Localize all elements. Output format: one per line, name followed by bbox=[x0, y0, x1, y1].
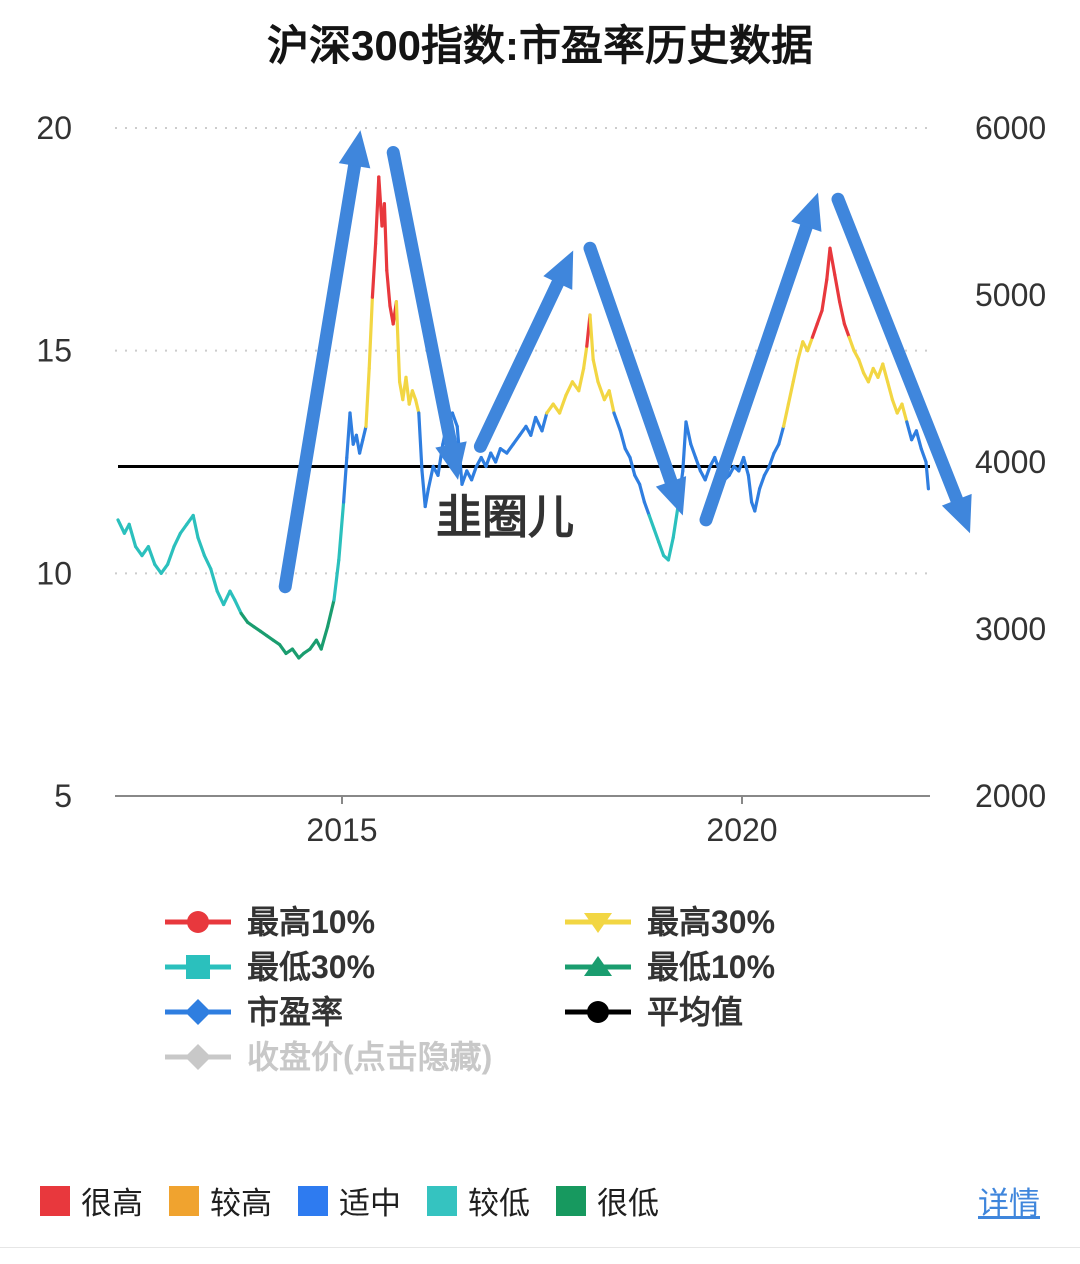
valuation-key-row: 很高 较高 适中 较低 很低 详情 bbox=[0, 1178, 1080, 1223]
legend-item-average[interactable]: 平均值 bbox=[565, 994, 965, 1030]
page-title: 沪深300指数:市盈率历史数据 bbox=[266, 22, 814, 69]
diamond-marker-icon bbox=[165, 999, 231, 1025]
legend-item-highest-10[interactable]: 最高10% bbox=[165, 904, 565, 940]
legend-label: 最高10% bbox=[247, 904, 376, 940]
triangle-down-marker-icon bbox=[565, 913, 631, 933]
axis-label-left: 15 bbox=[36, 333, 72, 369]
trend-arrow-shaft bbox=[831, 192, 964, 507]
legend-label: 市盈率 bbox=[247, 994, 344, 1030]
key-item-very-high: 很高 bbox=[40, 1178, 143, 1223]
key-swatch-icon bbox=[556, 1185, 586, 1216]
trend-arrow-head bbox=[941, 493, 972, 534]
key-item-high: 较高 bbox=[169, 1178, 272, 1223]
detail-link[interactable]: 详情 bbox=[978, 1186, 1040, 1221]
legend-label: 平均值 bbox=[647, 994, 744, 1030]
axis-label-right: 3000 bbox=[975, 611, 1046, 647]
circle-marker-icon bbox=[165, 911, 231, 933]
key-swatch-icon bbox=[40, 1185, 70, 1216]
key-item-low: 较低 bbox=[427, 1178, 530, 1223]
key-item-very-low: 很低 bbox=[556, 1178, 659, 1223]
key-swatch-icon bbox=[169, 1185, 199, 1216]
key-label: 适中 bbox=[339, 1186, 401, 1221]
legend-item-lowest-30[interactable]: 最低30% bbox=[165, 949, 565, 985]
legend-item-close-price[interactable]: 收盘价(点击隐藏) bbox=[165, 1039, 565, 1075]
square-marker-icon bbox=[165, 955, 231, 979]
legend-label: 最低10% bbox=[647, 949, 776, 985]
key-swatch-icon bbox=[427, 1185, 457, 1216]
pe-line bbox=[116, 175, 931, 660]
trend-arrow-shaft bbox=[699, 220, 813, 527]
triangle-up-marker-icon bbox=[565, 956, 631, 976]
key-swatch-icon bbox=[298, 1185, 328, 1216]
axis-label-x: 2020 bbox=[706, 812, 777, 848]
key-item-moderate: 适中 bbox=[298, 1178, 401, 1223]
bottom-divider bbox=[0, 1247, 1080, 1248]
trend-arrow-head bbox=[791, 192, 822, 232]
key-label: 很低 bbox=[597, 1186, 659, 1221]
axis-label-x: 2015 bbox=[306, 812, 377, 848]
axis-label-right: 2000 bbox=[975, 778, 1046, 814]
axis-label-left: 20 bbox=[36, 110, 72, 146]
key-label: 较高 bbox=[210, 1186, 272, 1221]
watermark-text: 韭圈儿 bbox=[436, 491, 574, 543]
trend-arrow-shaft bbox=[386, 145, 458, 451]
legend-label: 最高30% bbox=[647, 904, 776, 940]
trend-arrows bbox=[278, 130, 972, 594]
legend-label: 最低30% bbox=[247, 949, 376, 985]
diamond-marker-icon bbox=[165, 1044, 231, 1070]
axis-label-right: 5000 bbox=[975, 277, 1046, 313]
axis-label-right: 4000 bbox=[975, 444, 1046, 480]
trend-arrow-head bbox=[655, 476, 687, 516]
trend-arrow-head bbox=[338, 130, 371, 169]
axis-label-right: 6000 bbox=[975, 110, 1046, 146]
axis-label-left: 5 bbox=[54, 778, 72, 814]
pe-history-chart[interactable]: 5 10 15 20 2000 3000 4000 5000 6000 2015 2020 韭圈儿 bbox=[0, 73, 1080, 868]
legend-item-lowest-10[interactable]: 最低10% bbox=[565, 949, 965, 985]
trend-arrow-shaft bbox=[583, 241, 678, 488]
key-label: 很高 bbox=[81, 1186, 143, 1221]
circle-marker-icon bbox=[565, 1001, 631, 1023]
trend-arrow-shaft bbox=[473, 276, 565, 453]
trend-arrow-head bbox=[543, 250, 574, 290]
legend-item-pe-ratio[interactable]: 市盈率 bbox=[165, 994, 565, 1030]
legend-label: 收盘价(点击隐藏) bbox=[247, 1039, 493, 1075]
valuation-key: 很高 较高 适中 较低 很低 bbox=[40, 1178, 659, 1223]
legend-item-highest-30[interactable]: 最高30% bbox=[565, 904, 965, 940]
trend-arrow-shaft bbox=[278, 159, 362, 594]
key-label: 较低 bbox=[468, 1186, 530, 1221]
trend-arrow-head bbox=[435, 441, 467, 480]
chart-legend: 最高10% 最高30% 最低30% 最低10% 市盈率 平均值收盘价(点击隐藏) bbox=[165, 904, 1080, 1075]
axis-label-left: 10 bbox=[36, 555, 72, 591]
